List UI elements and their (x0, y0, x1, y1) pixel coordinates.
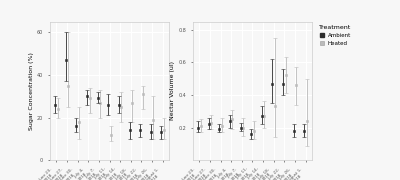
Y-axis label: Nectar Volume (ul): Nectar Volume (ul) (170, 61, 176, 120)
Legend: Ambient, Heated: Ambient, Heated (317, 24, 352, 47)
Y-axis label: Sugar Concentration (%): Sugar Concentration (%) (29, 52, 34, 130)
